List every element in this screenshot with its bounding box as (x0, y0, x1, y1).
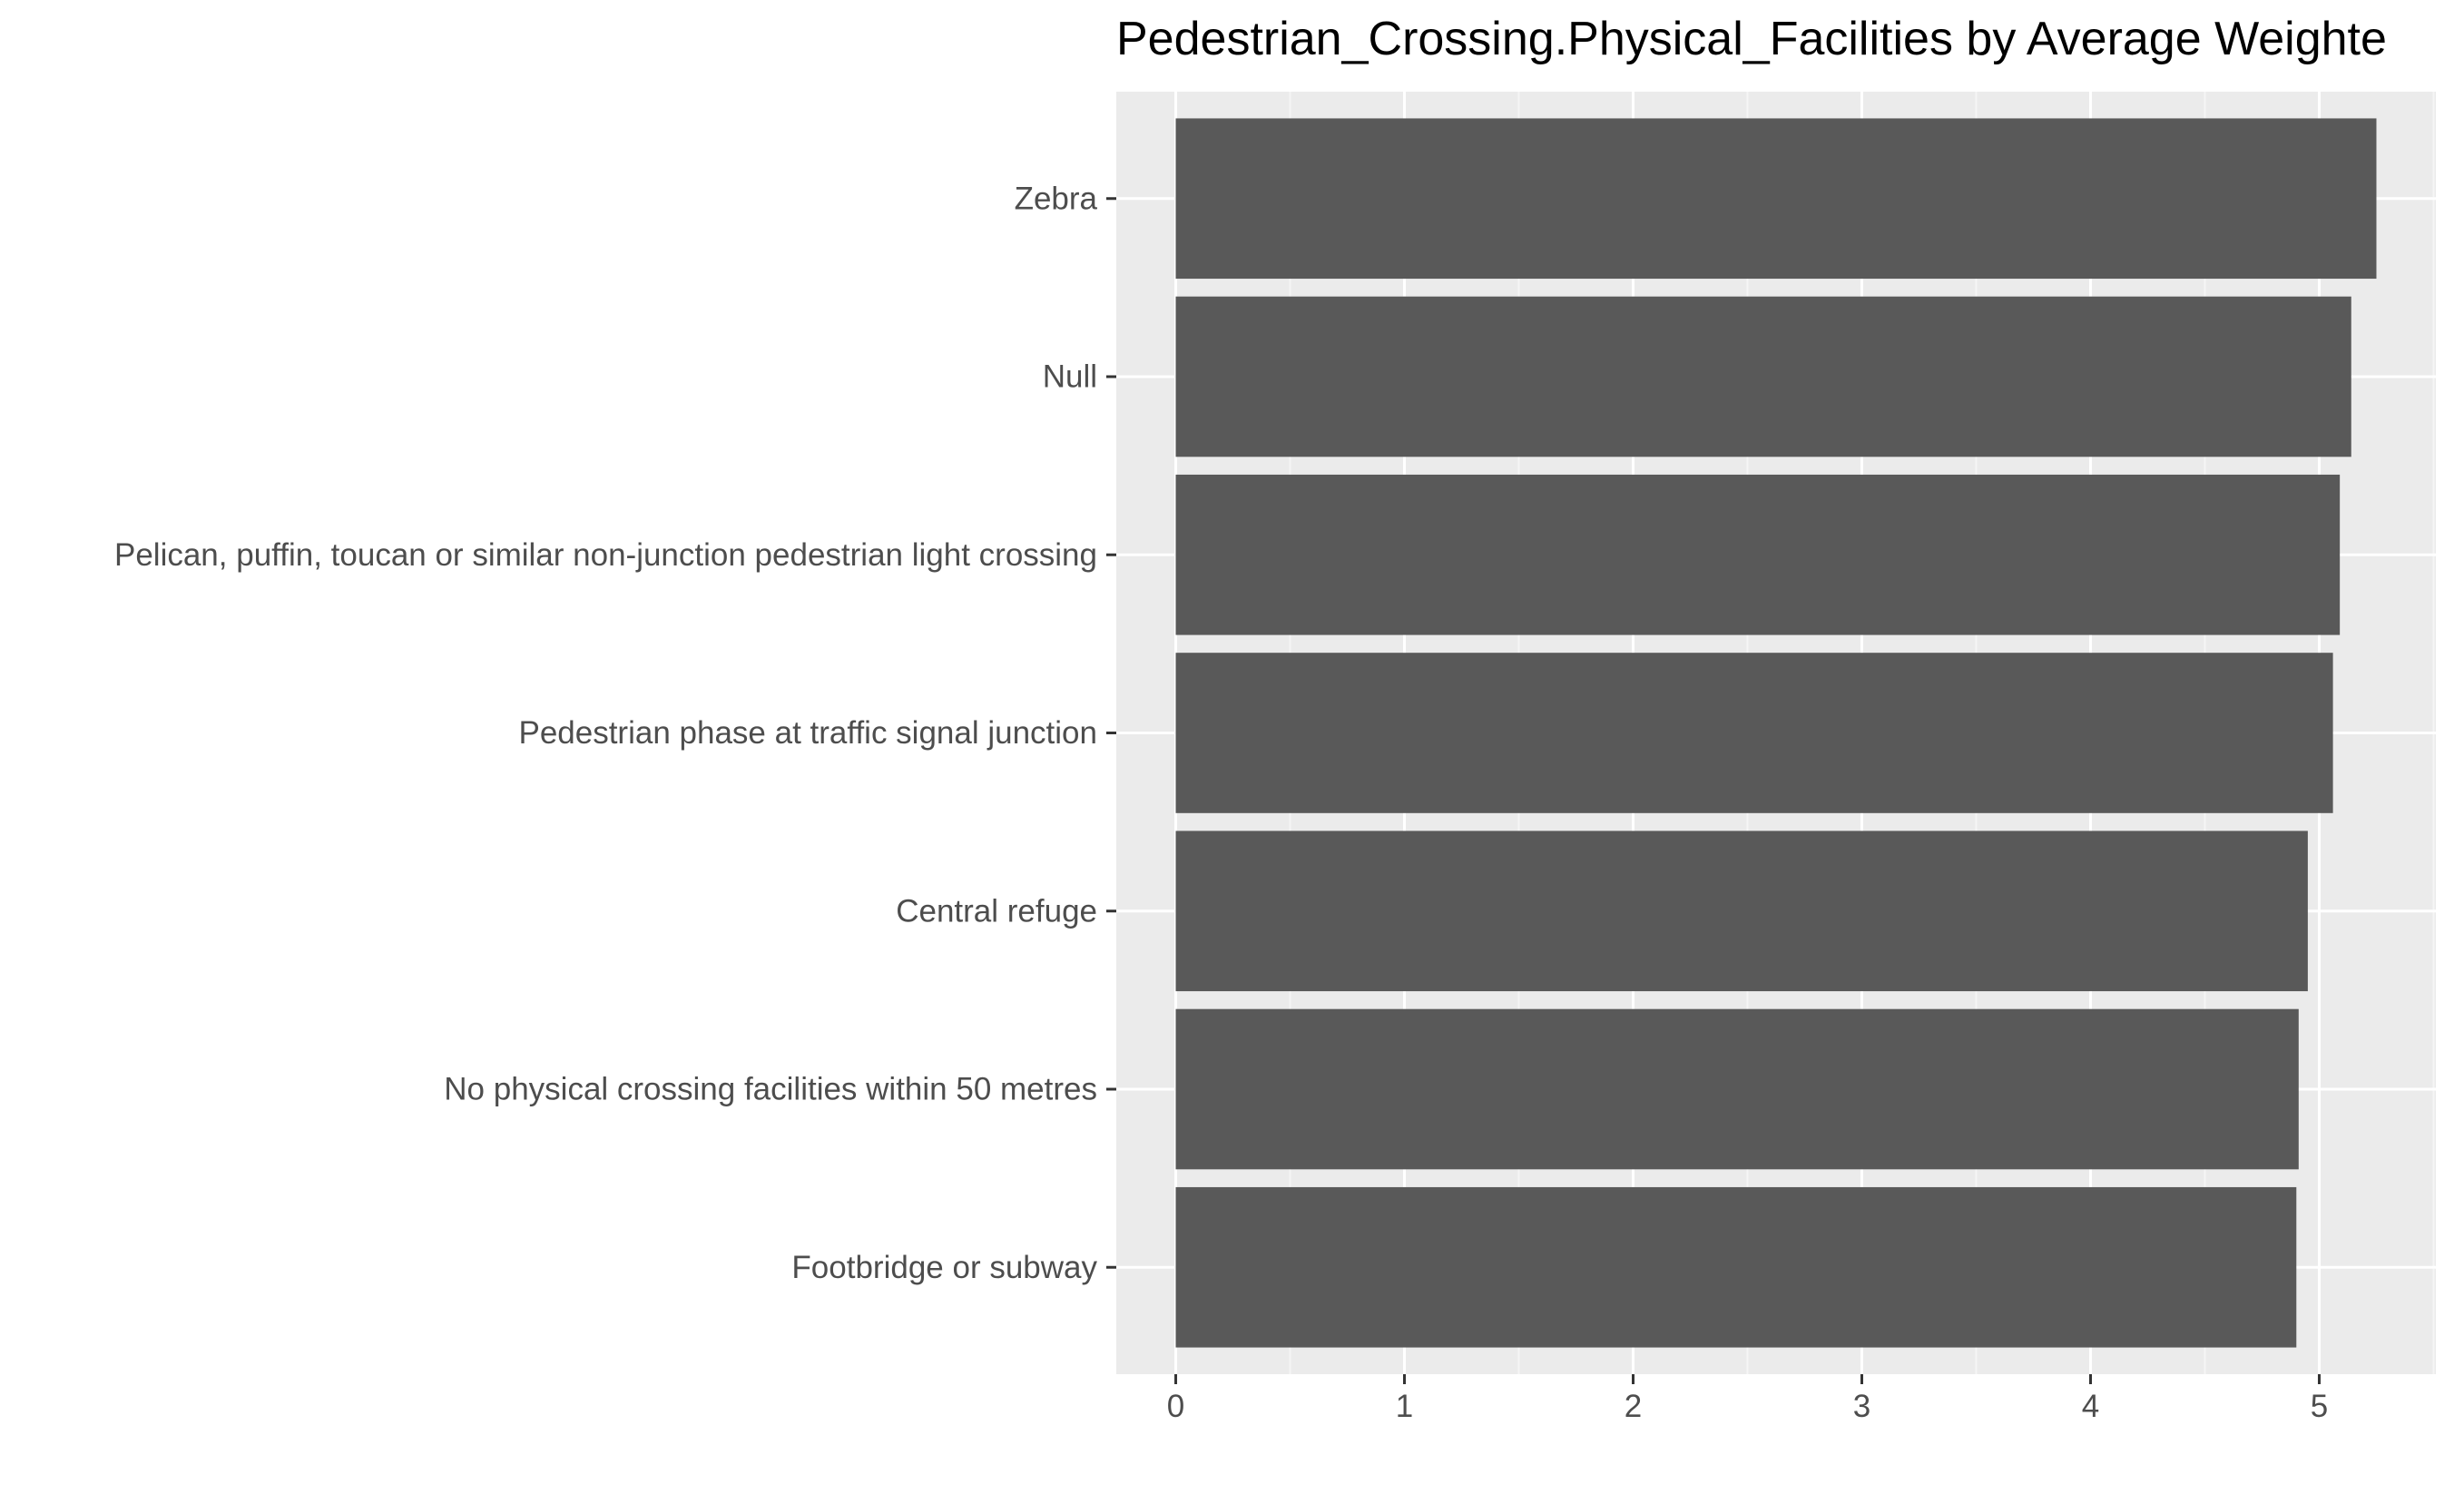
y-tick-label: Null (1043, 359, 1097, 395)
x-tick-label: 0 (1167, 1389, 1184, 1424)
bar (1175, 1008, 2299, 1170)
chart-title: Pedestrian_Crossing.Physical_Facilities … (1116, 13, 2387, 65)
bar (1175, 831, 2308, 992)
bar (1175, 118, 2377, 280)
x-tick-label: 5 (2311, 1389, 2328, 1424)
x-axis: 0 1 2 3 4 5 (1167, 1374, 2328, 1424)
y-tick-label: Footbridge or subway (791, 1250, 1097, 1285)
y-tick-label: Pelican, puffin, toucan or similar non-j… (114, 537, 1097, 573)
y-tick-label: Zebra (1015, 181, 1098, 216)
bar (1175, 1186, 2297, 1348)
y-tick-label: Central refuge (896, 893, 1097, 929)
x-tick-label: 2 (1625, 1389, 1642, 1424)
x-tick-label: 4 (2082, 1389, 2099, 1424)
y-tick-label: No physical crossing facilities within 5… (444, 1072, 1097, 1107)
x-tick-label: 1 (1396, 1389, 1413, 1424)
y-tick-label: Pedestrian phase at traffic signal junct… (518, 715, 1097, 751)
bar (1175, 653, 2333, 813)
x-tick-label: 3 (1853, 1389, 1870, 1424)
bar (1175, 296, 2351, 457)
bars (1175, 118, 2377, 1348)
y-axis: Zebra Null Pelican, puffin, toucan or simi… (114, 181, 1116, 1285)
bar (1175, 474, 2341, 635)
